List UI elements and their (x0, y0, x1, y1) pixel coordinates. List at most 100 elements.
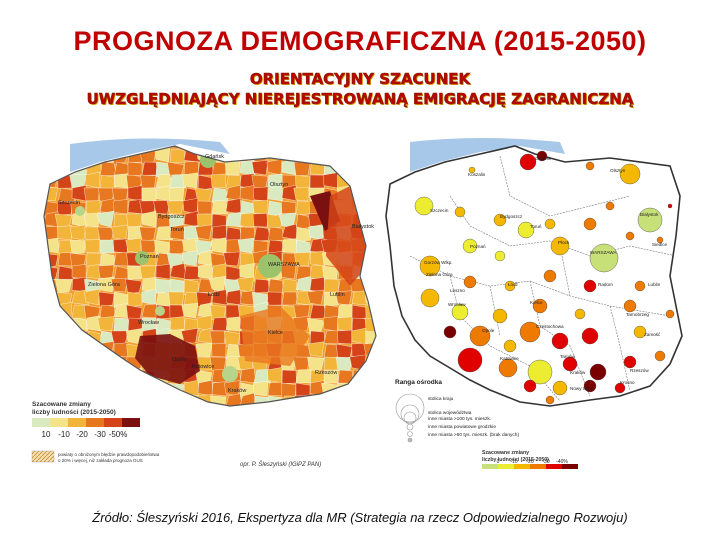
right-city-label: Lublin (648, 282, 661, 287)
left-city-label: Kielce (268, 330, 283, 336)
left-city-label: Białystok (352, 224, 374, 230)
city-bubble (523, 379, 537, 393)
city-bubble (551, 332, 569, 350)
right-city-label: Wrocław (448, 302, 466, 307)
left-city-label: Gdańsk (205, 154, 224, 160)
right-city-label: Olsztyn (610, 168, 626, 173)
left-city-label: WARSZAWA (268, 262, 300, 268)
right-city-label: Kielce (530, 300, 543, 305)
left-city-label: Olsztyn (270, 182, 288, 188)
right-city-label: Gorzów Wlkp. (424, 260, 453, 265)
right-city-labels: Gdańsk Olsztyn Koszalin Szczecin Białystok By… (424, 156, 668, 391)
legend-label: 10 (42, 430, 51, 439)
city-bubble (583, 379, 597, 393)
city-bubble (503, 339, 517, 353)
legend-label: -20 (526, 459, 533, 465)
city-bubble (469, 325, 491, 347)
left-city-label: Szczecin (58, 200, 80, 206)
city-bubble (585, 161, 595, 171)
left-city-label: Poznań (140, 254, 159, 260)
right-map: Gdańsk Olsztyn Koszalin Szczecin Białystok By… (385, 138, 683, 469)
city-bubbles (414, 150, 675, 405)
legend-swatch (32, 418, 50, 427)
left-city-label: Lublin (330, 292, 345, 298)
city-bubble (451, 303, 469, 321)
legend-swatch (546, 464, 562, 469)
city-bubble (665, 309, 675, 319)
right-city-label: WARSZAWA (590, 250, 617, 255)
left-city-label: Bydgoszcz (158, 214, 185, 220)
city-bubble (498, 358, 518, 378)
city-bubble (420, 288, 440, 308)
left-city-labels: Gdańsk Olsztyn Szczecin Białystok Bydgoszcz T… (58, 154, 374, 394)
city-bubble (667, 203, 673, 209)
legend-swatch (122, 418, 140, 427)
city-bubble (619, 163, 641, 185)
city-bubble (419, 255, 441, 277)
city-bubble (654, 350, 666, 362)
city-bubble (517, 221, 535, 239)
legend-label: -20 (76, 430, 88, 439)
rank-label: inne miasta >50 tys. mieszk. (brak danyc… (428, 432, 519, 438)
rank-legend-title: Ranga ośrodka (395, 379, 442, 386)
right-city-label: Radom (598, 282, 613, 287)
city-bubble (443, 325, 457, 339)
city-bubble (605, 201, 615, 211)
city-bubble (552, 380, 568, 396)
right-city-label: Siedlce (652, 242, 668, 247)
city-bubble (457, 347, 483, 373)
rank-legend: Ranga ośrodka stolica kraju stolica wojew… (395, 379, 519, 443)
right-city-label: Łódź (508, 282, 519, 287)
right-city-label: Tarnobrzeg (626, 312, 649, 317)
right-city-label: Katowice (500, 356, 519, 361)
city-bubble (494, 250, 506, 262)
right-city-label: Krosno (620, 380, 635, 385)
legend-swatch (530, 464, 546, 469)
left-city-label: Wrocław (138, 320, 159, 326)
city-bubble (454, 206, 466, 218)
left-city-label: Katowice (192, 364, 214, 370)
legend-swatch (498, 464, 514, 469)
map-author: opr. P. Śleszyński (IGiPZ PAN) (240, 461, 321, 468)
right-city-label: Szczecin (430, 208, 449, 213)
hatch-swatch (31, 450, 55, 463)
city-bubble (633, 325, 647, 339)
rank-label: inne miasta powiatowe grodzkie (428, 424, 496, 430)
right-city-label: Płock (558, 240, 570, 245)
city-bubble (562, 356, 578, 372)
right-city-label: Rzeszów (630, 368, 649, 373)
right-city-label: Zielona Góra (426, 272, 453, 277)
right-city-label: Nowy Sącz (570, 386, 594, 391)
city-bubble (543, 269, 557, 283)
legend-label: -10 (510, 459, 517, 465)
legend-label: -10 (58, 430, 70, 439)
poland-border (43, 145, 377, 407)
legend-swatch (514, 464, 530, 469)
baltic-sea (70, 138, 230, 172)
right-city-label: Zamość (644, 332, 661, 337)
left-legend: Szacowane zmiany liczby ludności (2015-2… (31, 401, 321, 468)
legend-label: -30 (542, 459, 549, 465)
legend-label: 0 (497, 459, 500, 465)
subtitle-line-2: UWZGLĘDNIAJĄCY NIEREJESTROWANĄ EMIGRACJĘ… (86, 90, 634, 109)
rank-label: stolica kraju (428, 396, 454, 402)
right-city-label: Leszno (450, 288, 465, 293)
left-city-label: Opole (172, 357, 187, 363)
city-bubble (462, 238, 478, 254)
city-bubble (532, 298, 548, 314)
left-city-label: Zielona Góra (88, 282, 121, 288)
right-city-label: Opole (482, 328, 495, 333)
city-bubble (623, 355, 637, 369)
right-city-label: Bydgoszcz (500, 214, 523, 219)
left-legend-note: powiaty o obniżonym błędzie prawdopodobi… (58, 452, 161, 463)
city-bubble (589, 363, 607, 381)
city-bubble (637, 207, 663, 233)
legend-swatch (562, 464, 578, 469)
city-bubble (527, 359, 553, 385)
city-bubble (463, 275, 477, 289)
right-city-label: Kraków (570, 370, 586, 375)
right-city-label: Koszalin (468, 172, 486, 177)
city-bubble (574, 308, 586, 320)
city-bubble (589, 243, 619, 273)
legend-label: -30 (94, 430, 106, 439)
